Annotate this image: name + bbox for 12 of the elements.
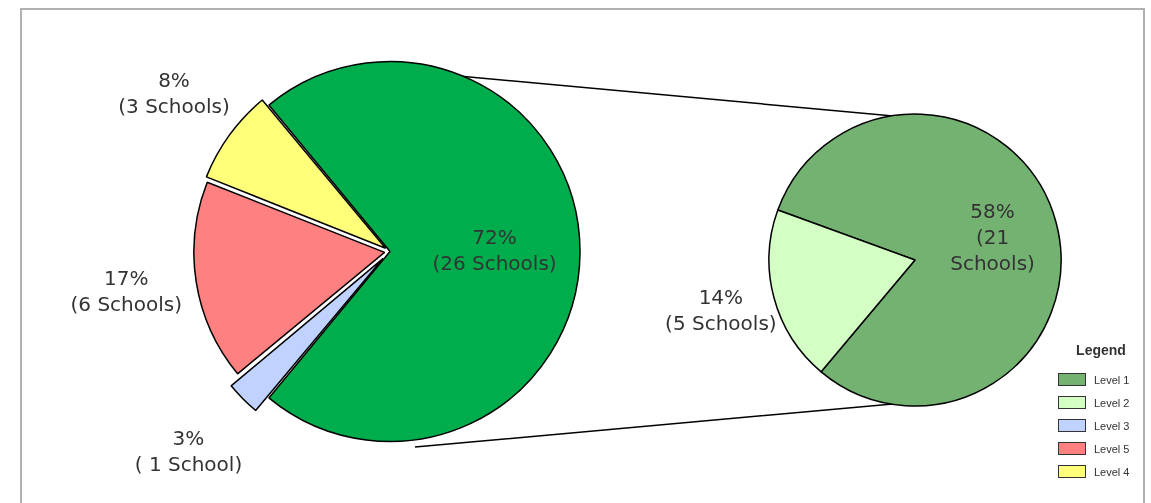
data-label: 72% (26 Schools) bbox=[432, 224, 557, 275]
legend-label: Level 3 bbox=[1094, 419, 1130, 432]
data-label: 8% (3 Schools) bbox=[118, 67, 230, 118]
legend-label: Level 2 bbox=[1094, 396, 1130, 409]
legend-title: Legend bbox=[1075, 342, 1127, 358]
legend-label: Level 5 bbox=[1094, 442, 1130, 455]
legend-label: Level 1 bbox=[1094, 373, 1130, 386]
data-label: 3% ( 1 School) bbox=[134, 426, 243, 477]
legend-label: Level 4 bbox=[1094, 465, 1130, 478]
data-label: 58% (21 Schools) bbox=[950, 199, 1035, 276]
data-label: 17% (6 Schools) bbox=[70, 266, 183, 317]
data-label: 14% (5 Schools) bbox=[665, 285, 777, 336]
